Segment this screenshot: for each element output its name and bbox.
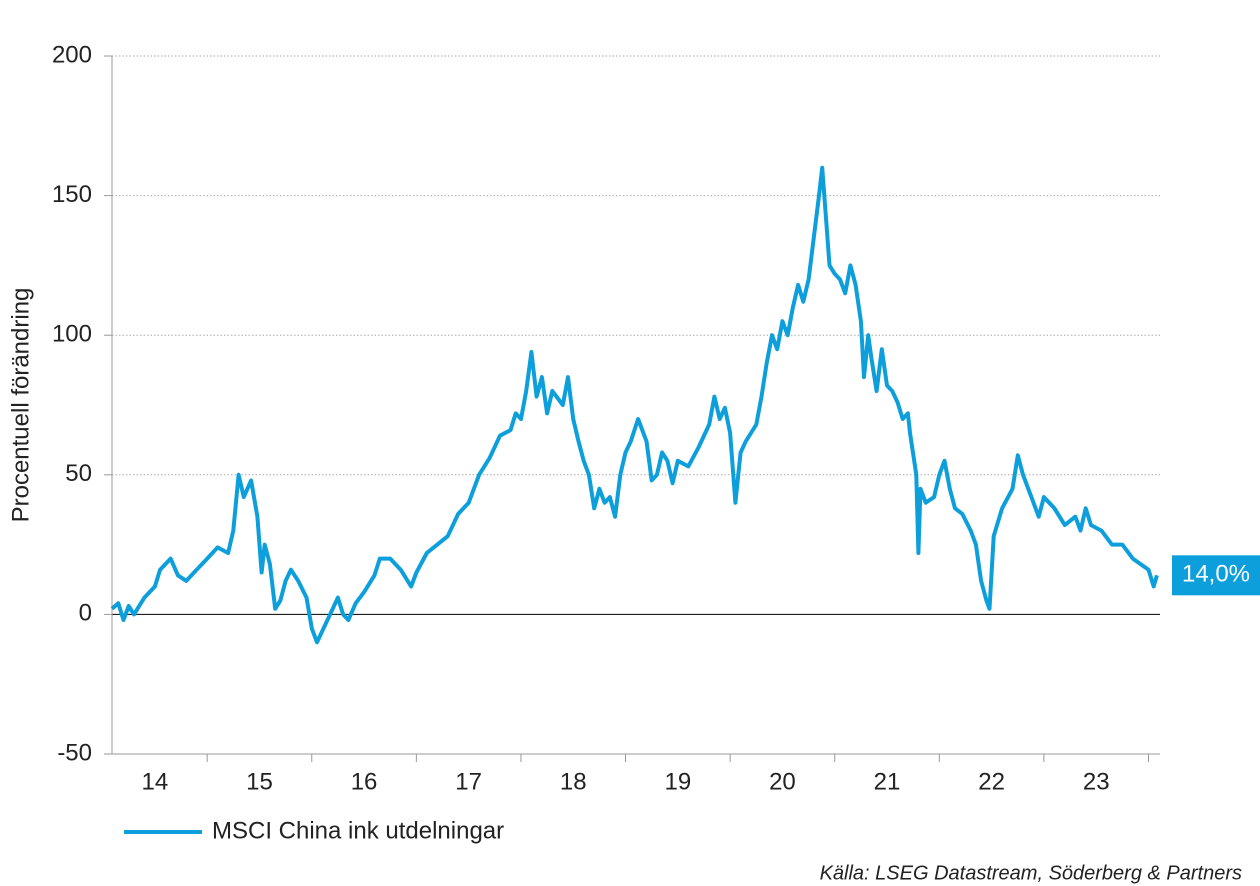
x-tick-label: 19 (664, 768, 691, 795)
y-tick-label: 50 (65, 460, 92, 487)
x-tick-label: 18 (560, 768, 587, 795)
legend-label: MSCI China ink utdelningar (212, 817, 504, 844)
y-tick-label: 100 (52, 321, 92, 348)
x-tick-label: 23 (1083, 768, 1110, 795)
source-note: Källa: LSEG Datastream, Söderberg & Part… (820, 862, 1242, 884)
x-tick-label: 14 (142, 768, 169, 795)
x-tick-label: 20 (769, 768, 796, 795)
x-tick-label: 21 (874, 768, 901, 795)
x-tick-label: 15 (246, 768, 273, 795)
y-tick-label: 0 (79, 600, 92, 627)
y-tick-label: 150 (52, 181, 92, 208)
y-tick-label: -50 (57, 739, 92, 766)
x-tick-label: 22 (978, 768, 1005, 795)
end-label-box (1172, 555, 1260, 596)
x-tick-label: 16 (351, 768, 378, 795)
y-axis-label: Procentuell förändring (7, 288, 34, 523)
series-line (110, 165, 1159, 645)
end-label: 14,0% (1182, 561, 1250, 588)
x-tick-label: 17 (455, 768, 482, 795)
y-tick-label: 200 (52, 41, 92, 68)
